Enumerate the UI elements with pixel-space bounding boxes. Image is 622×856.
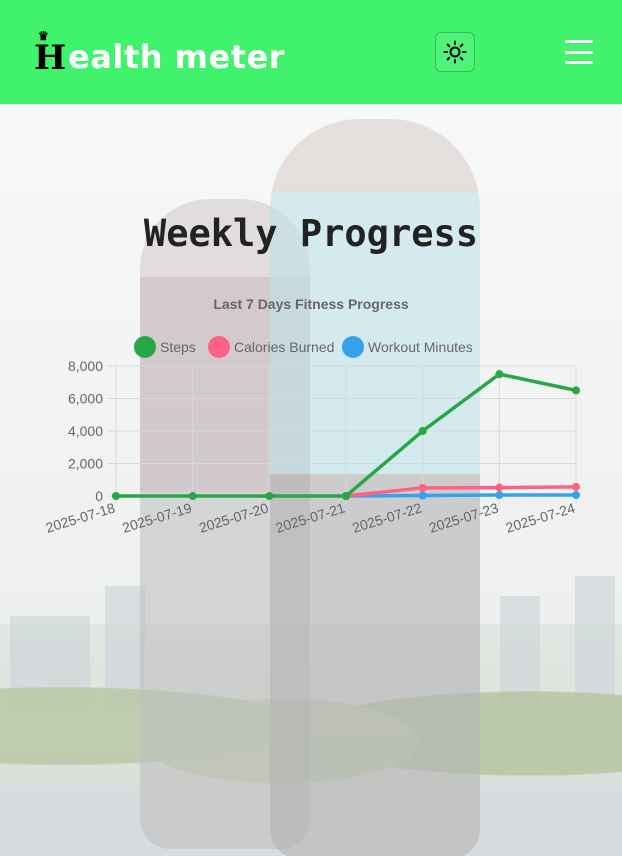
data-point — [495, 491, 504, 500]
legend-marker — [134, 336, 156, 358]
sun-icon — [443, 40, 467, 64]
data-point — [418, 483, 427, 492]
legend-marker — [208, 336, 230, 358]
background-photo — [0, 104, 622, 856]
x-tick-label: 2025-07-21 — [274, 500, 347, 536]
y-tick-label: 8,000 — [68, 358, 103, 374]
data-point — [495, 370, 504, 379]
data-point — [572, 386, 580, 395]
main-content: Weekly Progress Last 7 Days Fitness Prog… — [0, 104, 622, 856]
weekly-progress-chart: Last 7 Days Fitness Progress Steps Calori… — [0, 284, 622, 564]
data-point — [342, 492, 350, 500]
logo-initial-letter: H — [34, 38, 67, 78]
series-line — [345, 485, 577, 498]
menu-bar — [565, 40, 593, 43]
legend-label: Steps — [160, 339, 196, 355]
legend-label: Calories Burned — [234, 339, 334, 355]
chart-title: Last 7 Days Fitness Progress — [213, 296, 409, 312]
line-chart: Steps Calories Burned Workout Minutes 8,000… — [44, 336, 580, 536]
data-point — [495, 483, 504, 492]
menu-bar — [565, 50, 593, 54]
page-title: Weekly Progress — [143, 212, 479, 255]
data-point — [418, 427, 427, 435]
y-tick-label: 2,000 — [68, 456, 103, 472]
x-tick-label: 2025-07-20 — [197, 500, 270, 536]
series-line — [345, 493, 576, 498]
x-tick-label: 2025-07-18 — [44, 500, 117, 536]
theme-toggle-button[interactable] — [435, 32, 475, 72]
app-header: ♛ H ealth meter — [0, 0, 622, 104]
logo-initial: ♛ H — [34, 30, 67, 78]
x-tick-label: 2025-07-23 — [427, 500, 500, 536]
legend-marker — [342, 336, 364, 358]
data-point — [265, 492, 274, 500]
data-point — [572, 482, 580, 491]
hamburger-menu-icon[interactable] — [565, 40, 593, 64]
menu-bar — [565, 61, 593, 64]
data-point — [418, 491, 427, 500]
data-point — [572, 491, 580, 500]
x-tick-label: 2025-07-22 — [350, 500, 423, 536]
logo[interactable]: ♛ H ealth meter — [34, 30, 285, 78]
crown-icon: ♛ — [38, 29, 49, 43]
x-tick-label: 2025-07-19 — [120, 500, 193, 536]
data-point — [112, 492, 120, 500]
data-point — [188, 492, 197, 500]
y-tick-label: 0 — [95, 488, 103, 504]
x-tick-label: 2025-07-24 — [504, 500, 577, 536]
logo-text: ealth meter — [68, 38, 285, 76]
y-tick-label: 6,000 — [68, 391, 103, 407]
legend-label: Workout Minutes — [368, 339, 473, 355]
y-tick-label: 4,000 — [68, 423, 103, 439]
